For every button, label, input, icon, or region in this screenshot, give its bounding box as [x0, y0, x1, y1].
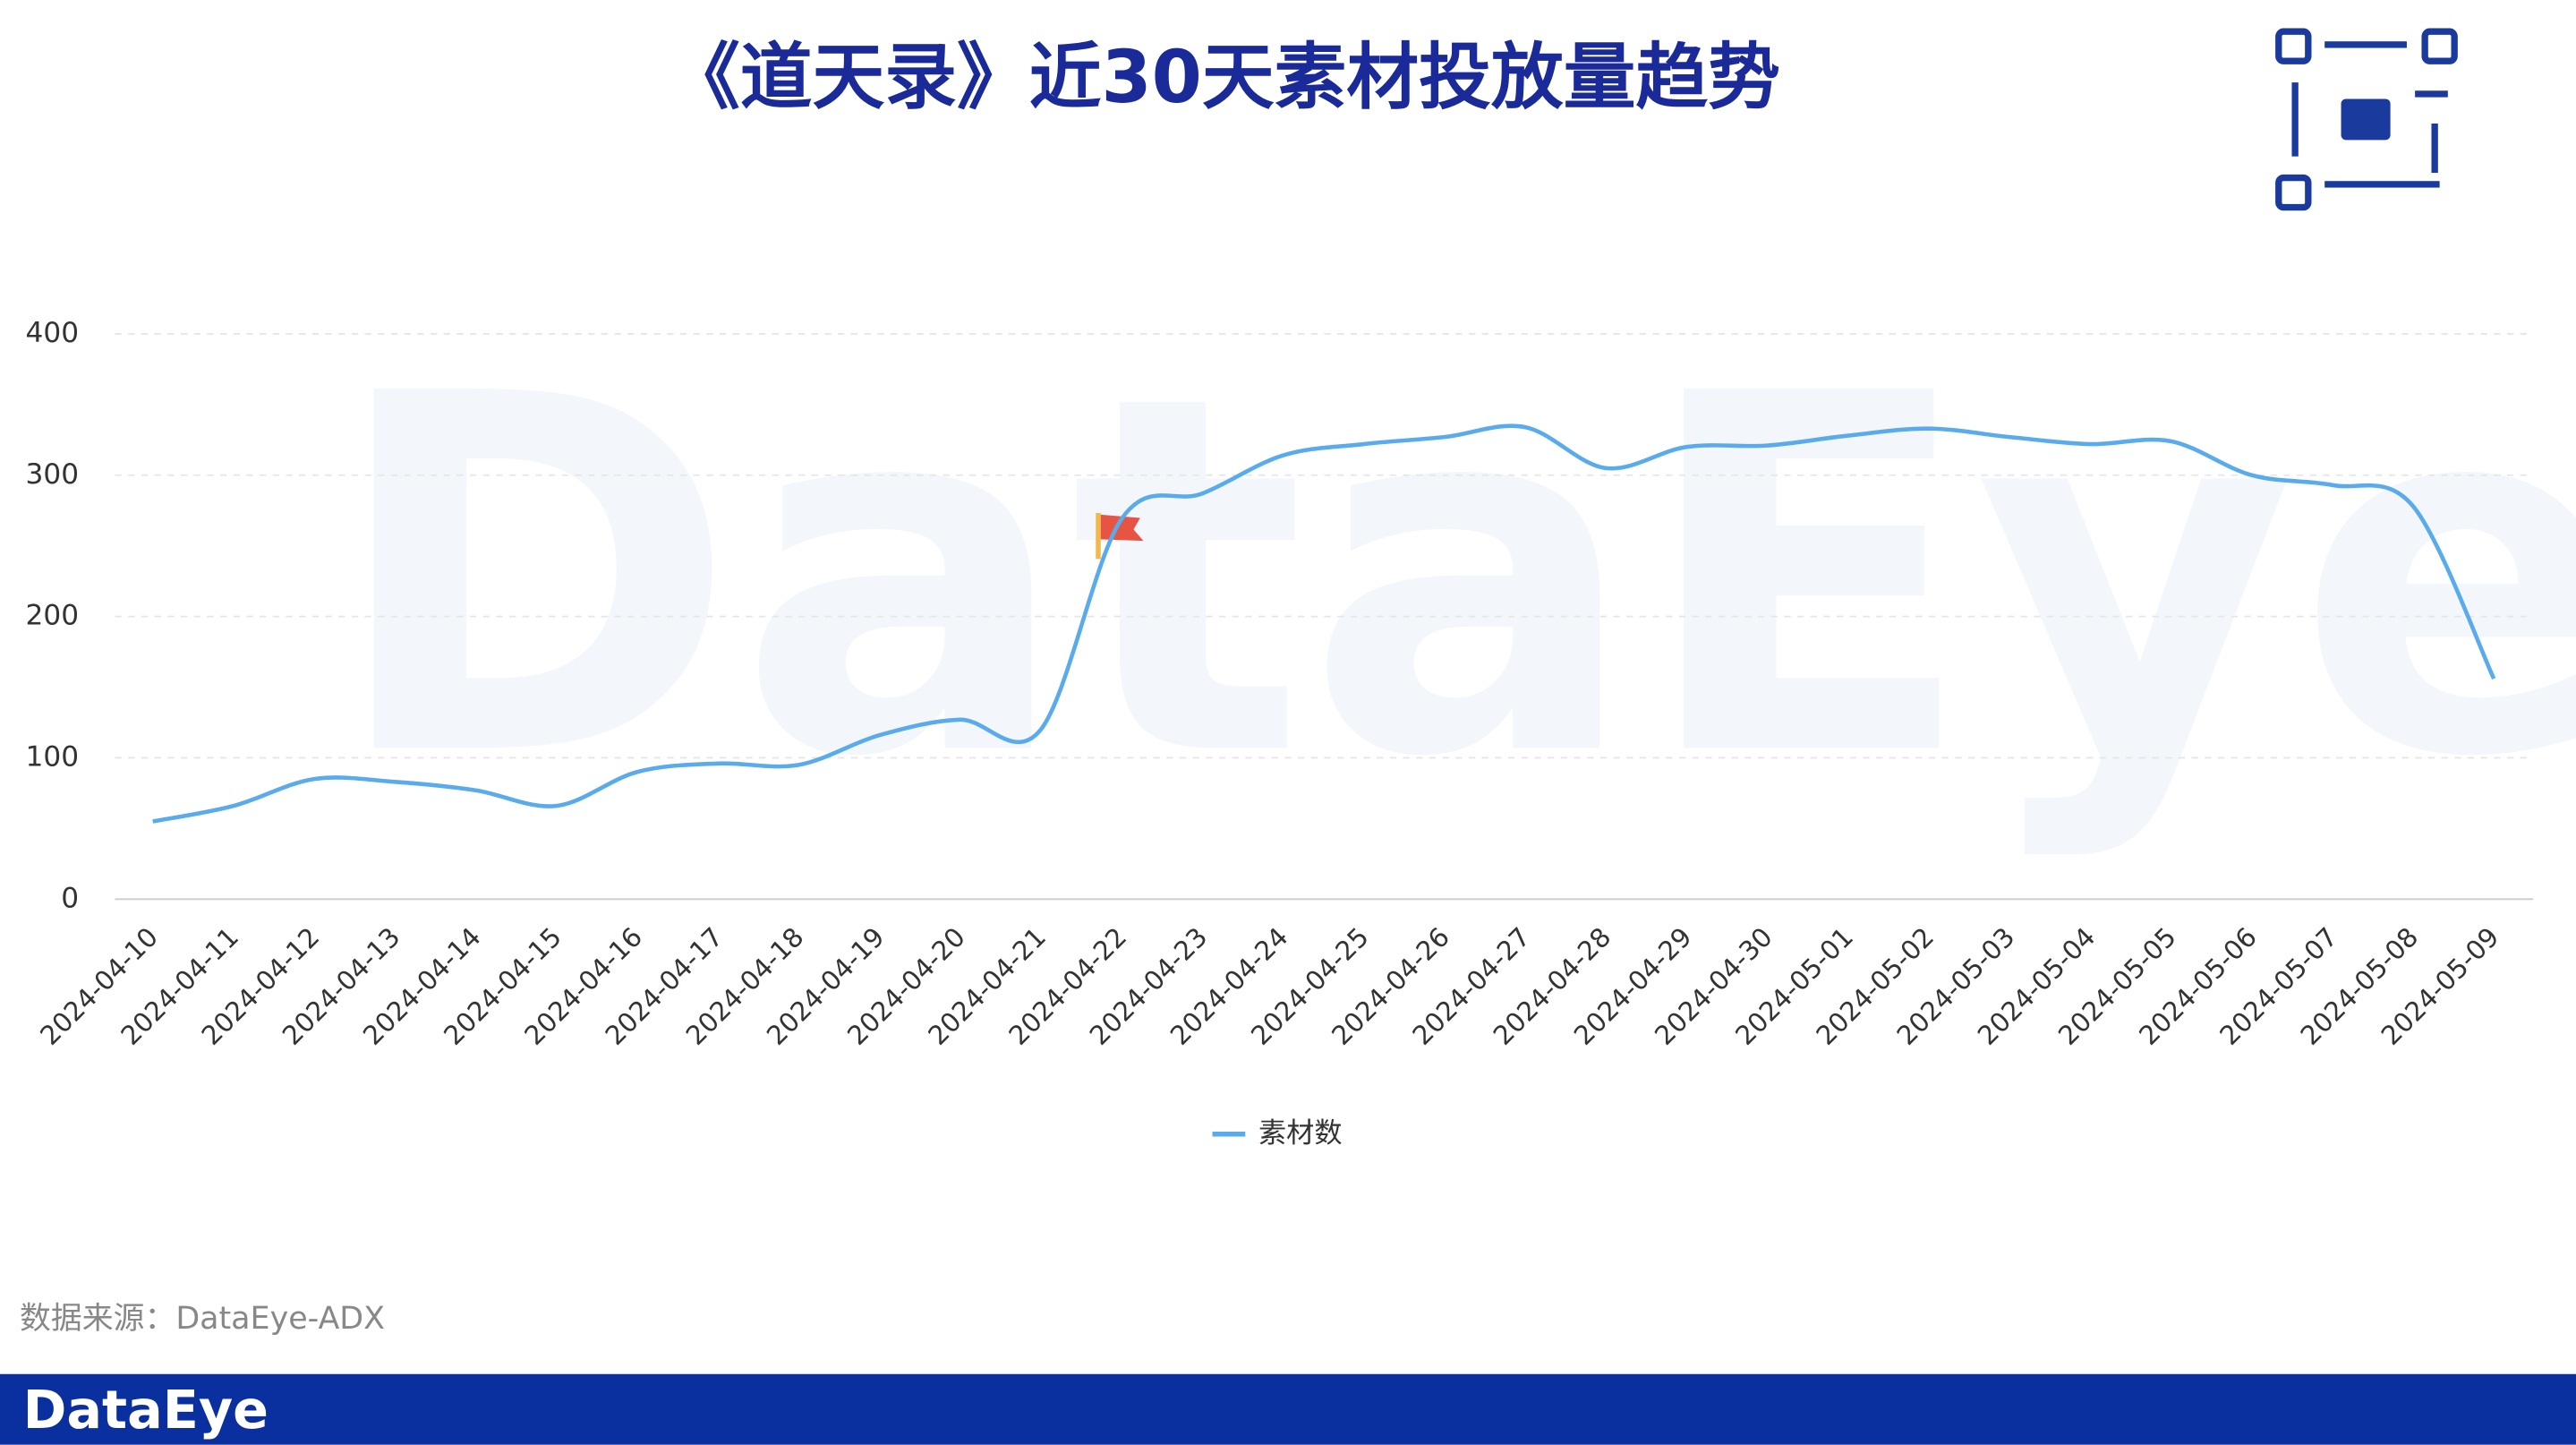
y-tick-label: 300: [26, 458, 80, 491]
footer-brand: DataEye: [23, 1379, 269, 1441]
y-tick-label: 0: [61, 882, 79, 914]
footer-bar: [0, 1373, 2576, 1445]
y-tick-label: 100: [26, 740, 80, 773]
source-note: 数据来源：DataEye-ADX: [20, 1301, 385, 1337]
legend-label: 素材数: [1258, 1117, 1343, 1150]
y-tick-label: 400: [26, 317, 80, 349]
watermark: DataEye: [328, 290, 2576, 864]
chart-title: 《道天录》近30天素材投放量趋势: [668, 36, 1780, 120]
series-line: [152, 423, 2496, 824]
qr-code: [2273, 26, 2458, 211]
y-tick-label: 200: [26, 600, 80, 632]
